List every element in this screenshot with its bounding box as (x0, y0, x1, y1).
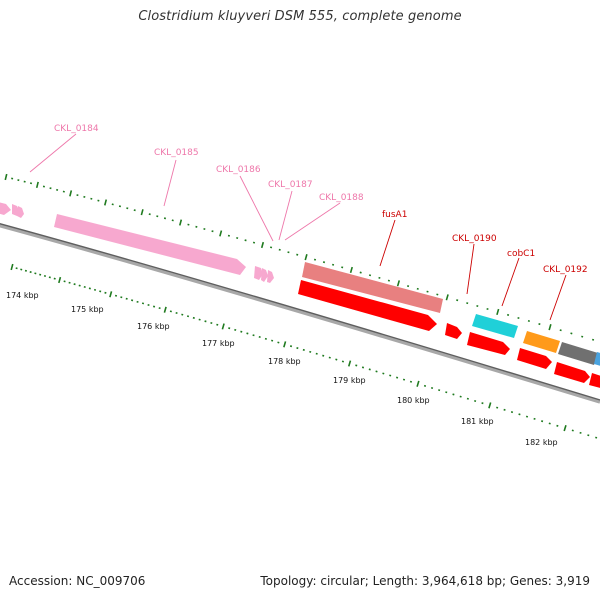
accession-text: Accession: NC_009706 (9, 574, 146, 588)
inner-ring-tick (283, 341, 287, 348)
outer-ring-tick (260, 241, 265, 249)
backbone (0, 223, 600, 404)
gene-label-fusa1[interactable]: fusA1 (382, 210, 407, 220)
leader-ckl-0184 (29, 133, 77, 173)
feature-orange-block[interactable] (523, 331, 560, 353)
inner-tick-ring (10, 263, 598, 439)
outer-ring-tick (445, 294, 449, 301)
feature-red-short-4[interactable] (554, 362, 590, 383)
leader-ckl-0190 (466, 243, 475, 295)
feature-red-edge[interactable] (589, 373, 600, 389)
outer-ring-tick (140, 209, 144, 216)
gene-label-ckl-0190[interactable]: CKL_0190 (452, 234, 497, 244)
feature-red-long[interactable] (298, 280, 437, 331)
scale-label-179: 179 kbp (333, 376, 366, 385)
scale-labels: 174 kbp 175 kbp 176 kbp 177 kbp 178 kbp … (6, 291, 558, 447)
gene-label-ckl-0187[interactable]: CKL_0187 (268, 180, 313, 190)
outer-ring-tick (35, 181, 39, 188)
inner-ring-tick (563, 425, 567, 432)
outer-ring-tick (219, 230, 223, 237)
gene-label-ckl-0188[interactable]: CKL_0188 (319, 193, 364, 203)
scale-label-175: 175 kbp (71, 305, 104, 314)
scale-label-177: 177 kbp (202, 339, 235, 348)
outer-ring-tick (304, 254, 308, 261)
inner-ring-tick (10, 263, 14, 271)
outer-ring-tick (103, 199, 108, 206)
leader-fusa1 (379, 219, 396, 267)
inner-ring-tick (347, 360, 352, 367)
feature-red-short-3[interactable] (517, 348, 552, 369)
gene-label-ckl-0185[interactable]: CKL_0185 (154, 148, 199, 158)
feature-red-short-2[interactable] (467, 332, 510, 355)
leader-ckl-0188 (284, 202, 341, 241)
leader-ckl-0192 (549, 274, 567, 321)
scale-label-174: 174 kbp (6, 291, 39, 300)
leader-ckl-0187 (278, 190, 293, 241)
feature-red-short-1[interactable] (445, 323, 462, 339)
feature-salmon-block[interactable] (302, 262, 443, 313)
scale-label-178: 178 kbp (268, 357, 301, 366)
scale-label-180: 180 kbp (397, 396, 430, 405)
gene-label-ckl-0186[interactable]: CKL_0186 (216, 165, 261, 175)
feature-pink-small-0[interactable] (0, 202, 11, 215)
outer-ring-tick (349, 266, 353, 274)
feature-cyan-block[interactable] (472, 314, 518, 338)
leader-ckl-0186 (239, 175, 274, 242)
feature-pink-small-3[interactable] (254, 266, 263, 280)
inner-ring-tick (163, 306, 167, 313)
map-title: Clostridium kluyveri DSM 555, complete g… (138, 9, 462, 24)
leader-ckl-0185 (163, 159, 177, 207)
outer-ring-tick (396, 280, 401, 287)
inner-ring-tick (416, 380, 420, 387)
feature-gray-block[interactable] (558, 342, 598, 365)
outer-ring-tick (548, 324, 552, 331)
gene-labels: CKL_0184 CKL_0185 CKL_0186 CKL_0187 CKL_… (54, 124, 588, 275)
outer-tick-ring (4, 173, 595, 341)
feature-pink-small-2[interactable] (17, 206, 24, 218)
inner-ring-tick (221, 323, 225, 330)
scale-label-181: 181 kbp (461, 417, 494, 426)
gene-label-ckl-0192[interactable]: CKL_0192 (543, 265, 588, 275)
inner-ring-tick (109, 291, 113, 298)
gene-label-ckl-0184[interactable]: CKL_0184 (54, 124, 99, 134)
feature-blue-block[interactable] (594, 352, 600, 367)
inner-ring-tick (488, 402, 492, 409)
scale-label-182: 182 kbp (525, 438, 558, 447)
outer-ring-tick (69, 190, 73, 197)
outer-ring-tick (178, 219, 183, 226)
leader-cobc1 (501, 257, 520, 307)
feature-pink-small-4[interactable] (261, 268, 268, 282)
scale-label-176: 176 kbp (137, 322, 170, 331)
feature-pink-long[interactable] (54, 214, 246, 275)
genome-summary-text: Topology: circular; Length: 3,964,618 bp… (260, 574, 590, 588)
outer-ring-tick (496, 308, 500, 316)
gene-label-cobc1[interactable]: cobC1 (507, 249, 535, 259)
label-leaders (29, 133, 567, 321)
feature-pink-small-5[interactable] (267, 270, 274, 283)
features (0, 202, 600, 389)
outer-ring-tick (4, 173, 8, 181)
inner-ring-tick (58, 276, 62, 284)
